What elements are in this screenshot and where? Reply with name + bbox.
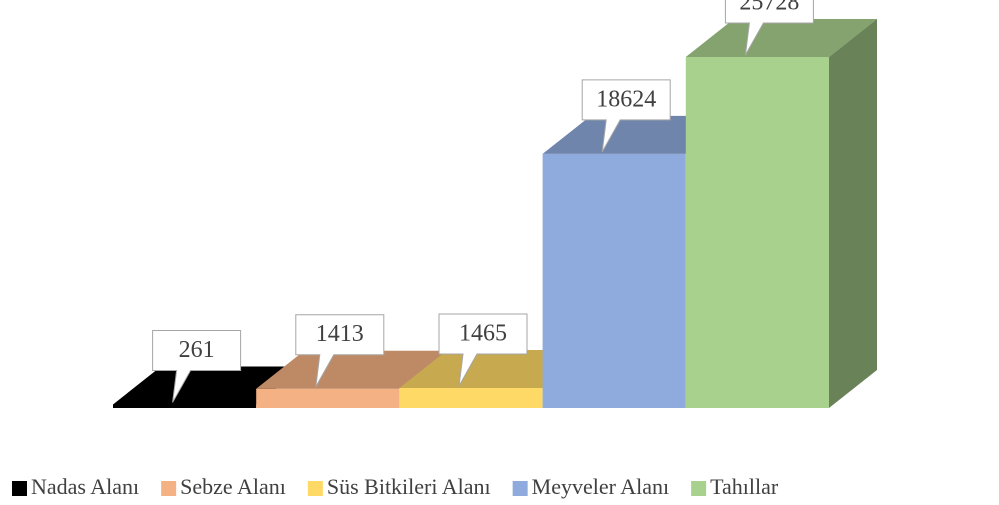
data-label-text: 1413 <box>316 321 364 347</box>
legend-label: Nadas Alanı <box>31 474 139 499</box>
data-label: 261 <box>152 329 242 403</box>
callout <box>581 79 671 153</box>
callout <box>152 329 242 403</box>
data-label: 1413 <box>295 314 385 387</box>
callout <box>295 314 385 387</box>
legend-label: Meyveler Alanı <box>532 474 669 499</box>
legend-swatch <box>512 481 528 496</box>
data-label: 18624 <box>581 79 671 153</box>
callout <box>724 0 814 56</box>
bar-front <box>113 404 257 408</box>
data-label-text: 18624 <box>596 86 656 112</box>
legend-swatch <box>12 481 27 496</box>
bar-front <box>256 388 400 408</box>
legend-swatch <box>307 481 323 496</box>
data-label-text: 261 <box>179 337 215 363</box>
legend-label: Sebze Alanı <box>180 474 286 499</box>
data-label: 25728 <box>724 0 814 56</box>
bar-front <box>399 388 543 408</box>
bar-top <box>256 350 448 389</box>
bar-side <box>829 19 877 408</box>
data-label: 1465 <box>438 313 528 387</box>
legend-label: Tahıllar <box>710 474 779 499</box>
legend-label: Süs Bitkileri Alanı <box>327 474 491 499</box>
data-label-text: 1465 <box>459 321 507 347</box>
bar-front <box>542 153 686 408</box>
bar-front <box>685 57 829 408</box>
legend-swatch <box>161 481 177 496</box>
bar-top <box>685 19 877 57</box>
legend-swatch <box>691 481 707 496</box>
callout <box>438 313 528 387</box>
data-label-text: 25728 <box>739 0 799 16</box>
